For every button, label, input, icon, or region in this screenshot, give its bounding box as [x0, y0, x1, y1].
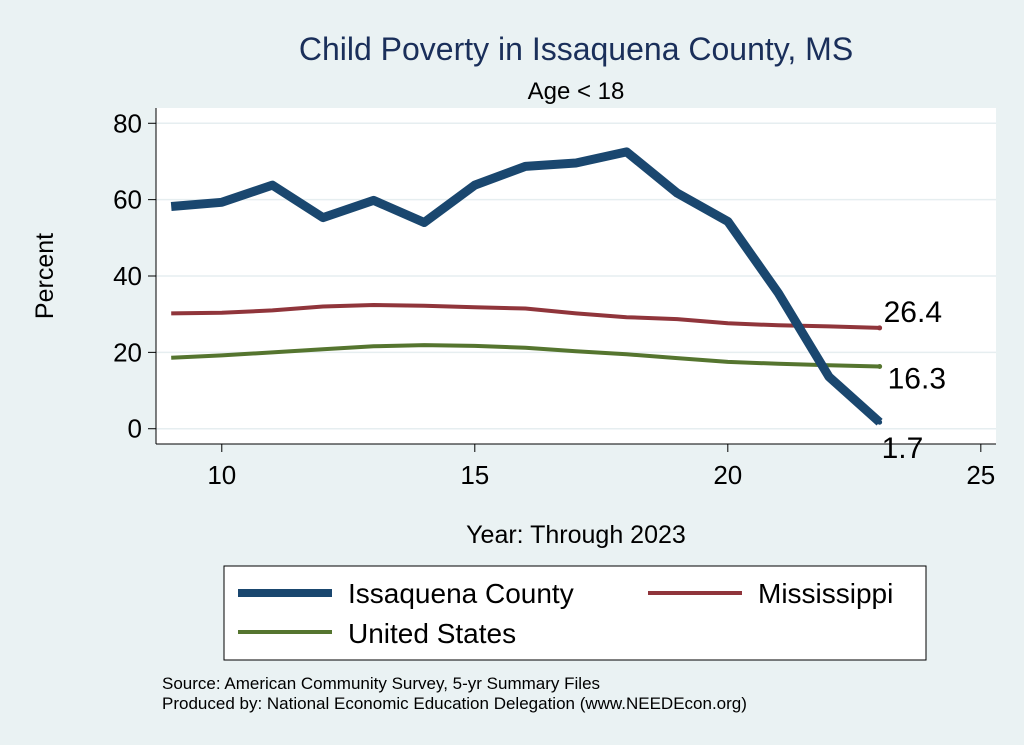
- legend-label-mississippi: Mississippi: [758, 578, 893, 609]
- end-marker-mississippi: [877, 325, 883, 331]
- x-axis-title: Year: Through 2023: [466, 521, 686, 549]
- y-axis-title: Percent: [31, 233, 59, 319]
- chart-subtitle: Age < 18: [528, 78, 625, 105]
- x-tick-label: 25: [966, 460, 995, 490]
- end-label-issaquena: 1.7: [882, 432, 924, 465]
- source-note: Source: American Community Survey, 5-yr …: [162, 674, 600, 693]
- y-tick-label: 40: [113, 261, 142, 291]
- y-tick-label: 20: [113, 337, 142, 367]
- produced-by-note: Produced by: National Economic Education…: [162, 694, 747, 713]
- x-tick-label: 15: [460, 460, 489, 490]
- y-tick-label: 60: [113, 185, 142, 215]
- series-line-united-states: [171, 343, 880, 369]
- y-axis-ticks: 0 20 40 60 80: [113, 108, 156, 444]
- series-line-issaquena: [170, 147, 883, 426]
- legend: Issaquena County Mississippi United Stat…: [223, 565, 927, 661]
- y-tick-label: 0: [128, 414, 142, 444]
- x-tick-label: 10: [207, 460, 236, 490]
- end-label-united-states: 16.3: [888, 362, 946, 395]
- x-axis-ticks: 10 15 20 25: [207, 444, 995, 490]
- series-lines: [170, 147, 883, 426]
- end-marker-united-states: [877, 363, 883, 369]
- end-marker-issaquena: [877, 419, 883, 425]
- x-tick-label: 20: [713, 460, 742, 490]
- legend-box: [223, 565, 927, 661]
- end-label-mississippi: 26.4: [884, 296, 942, 329]
- legend-label-united-states: United States: [348, 618, 516, 649]
- chart-title: Child Poverty in Issaquena County, MS: [299, 31, 853, 67]
- y-tick-label: 80: [113, 108, 142, 138]
- legend-label-issaquena: Issaquena County: [348, 578, 574, 609]
- end-labels: 16.3 26.4 1.7: [882, 296, 946, 465]
- series-line-mississippi: [171, 303, 880, 330]
